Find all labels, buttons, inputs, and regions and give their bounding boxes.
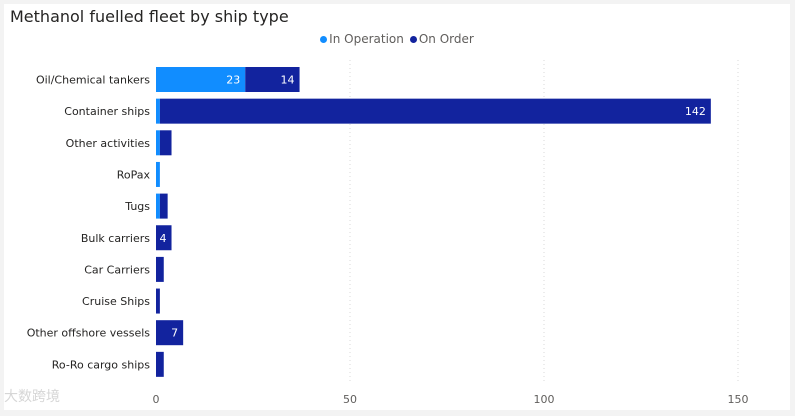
category-label-tugs: Tugs: [124, 200, 150, 213]
legend-item-in-operation[interactable]: In Operation: [320, 32, 404, 46]
legend-dot-in-operation: [320, 35, 328, 43]
data-label-on-order-oil-chemical-tankers: 14: [281, 74, 295, 87]
bar-in-operation-oil-chemical-tankers: [156, 67, 246, 92]
chart-legend: In Operation On Order: [4, 32, 790, 46]
category-label-other-offshore-vessels: Other offshore vessels: [27, 327, 151, 340]
chart-title: Methanol fuelled fleet by ship type: [10, 7, 289, 26]
bar-on-order-other-activities: [159, 130, 172, 156]
category-label-oil-chemical-tankers: Oil/Chemical tankers: [36, 74, 150, 87]
category-label-bulk-carriers: Bulk carriers: [81, 232, 150, 245]
category-label-car-carriers: Car Carriers: [84, 263, 150, 276]
bar-on-order-ro-ro-cargo-ships: [156, 351, 164, 377]
category-label-other-activities: Other activities: [66, 137, 151, 150]
bar-on-order-bulk-carriers: [156, 225, 172, 251]
category-label-ro-ro-cargo-ships: Ro-Ro cargo ships: [52, 358, 150, 371]
bar-on-order-cruise-ships: [156, 288, 160, 314]
data-label-in-operation-oil-chemical-tankers: 23: [226, 74, 240, 87]
x-tick-label-100: 100: [534, 393, 555, 406]
watermark-logo: 大数跨境: [4, 389, 60, 405]
legend-item-on-order[interactable]: On Order: [409, 32, 474, 46]
data-label-on-order-container-ships: 142: [685, 105, 706, 118]
category-label-cruise-ships: Cruise Ships: [82, 295, 150, 308]
category-label-ropax: RoPax: [117, 168, 151, 181]
bar-in-operation-ropax: [156, 161, 160, 187]
bar-on-order-oil-chemical-tankers: [245, 67, 300, 92]
legend-dot-on-order: [409, 35, 417, 43]
bar-on-order-other-offshore-vessels: [156, 320, 184, 346]
data-label-on-order-bulk-carriers: 4: [160, 232, 167, 245]
x-tick-label-0: 0: [153, 393, 160, 406]
x-tick-label-150: 150: [728, 393, 749, 406]
bar-in-operation-tugs: [156, 193, 160, 219]
legend-label-in-operation: In Operation: [329, 32, 404, 46]
bar-on-order-tugs: [159, 193, 168, 219]
chart-card: Methanol fuelled fleet by ship type In O…: [4, 4, 790, 410]
bar-in-operation-other-activities: [156, 130, 160, 156]
bar-on-order-container-ships: [159, 98, 711, 124]
legend-label-on-order: On Order: [418, 32, 474, 46]
x-tick-label-50: 50: [343, 393, 357, 406]
bar-in-operation-container-ships: [156, 98, 160, 124]
bar-on-order-car-carriers: [156, 256, 164, 282]
category-label-container-ships: Container ships: [64, 105, 150, 118]
data-label-on-order-other-offshore-vessels: 7: [171, 327, 178, 340]
